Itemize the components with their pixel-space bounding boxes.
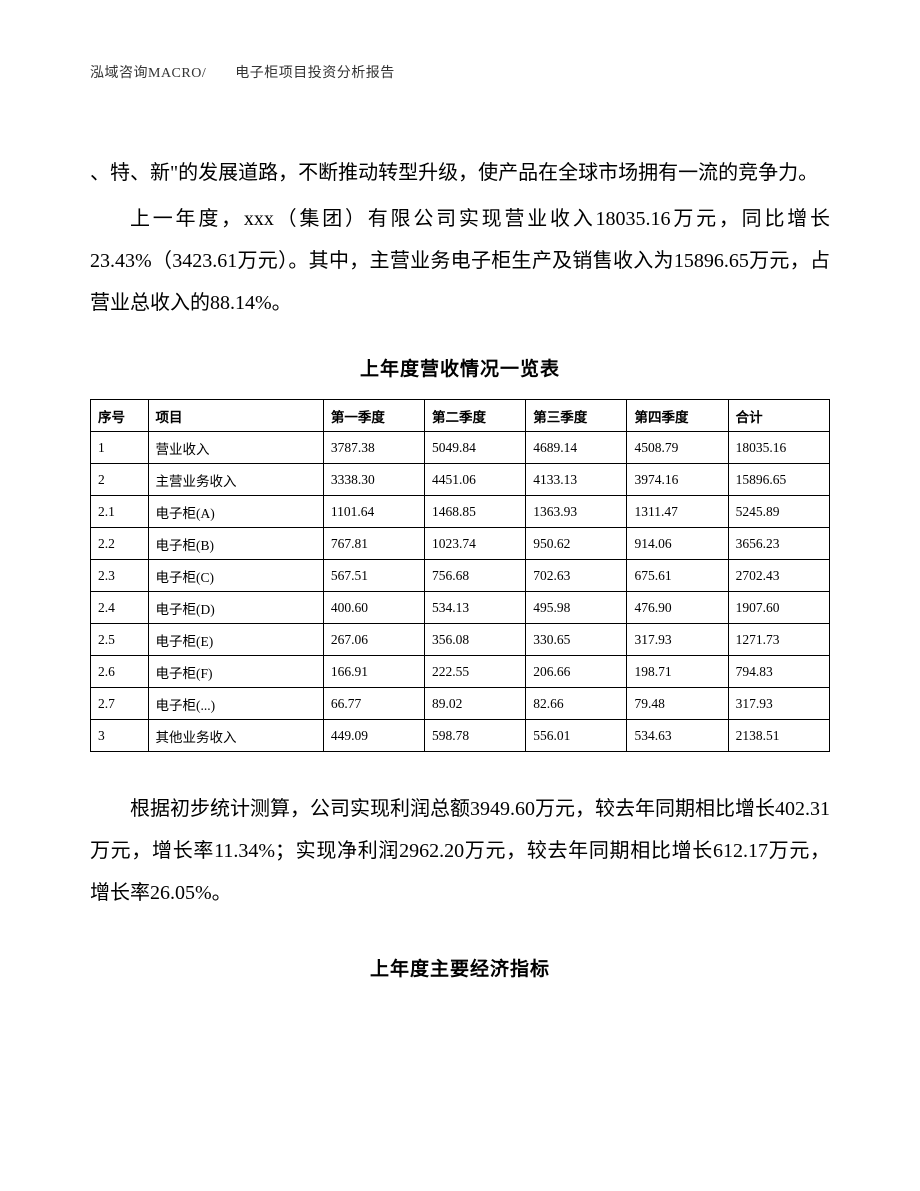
cell: 1468.85 [425, 496, 526, 528]
table-row: 2.2 电子柜(B) 767.81 1023.74 950.62 914.06 … [91, 528, 830, 560]
cell: 317.93 [728, 688, 829, 720]
cell: 567.51 [323, 560, 424, 592]
cell: 4508.79 [627, 432, 728, 464]
paragraph-1: 、特、新"的发展道路，不断推动转型升级，使产品在全球市场拥有一流的竞争力。 [90, 152, 830, 194]
cell: 1311.47 [627, 496, 728, 528]
cell: 15896.65 [728, 464, 829, 496]
cell: 767.81 [323, 528, 424, 560]
body-text-block: 、特、新"的发展道路，不断推动转型升级，使产品在全球市场拥有一流的竞争力。 上一… [90, 152, 830, 324]
col-header-seq: 序号 [91, 400, 149, 432]
page-header: 泓域咨询MACRO/ 电子柜项目投资分析报告 [90, 62, 830, 82]
table-row: 3 其他业务收入 449.09 598.78 556.01 534.63 213… [91, 720, 830, 752]
cell: 756.68 [425, 560, 526, 592]
cell: 2702.43 [728, 560, 829, 592]
cell: 电子柜(B) [148, 528, 323, 560]
cell: 1363.93 [526, 496, 627, 528]
cell: 其他业务收入 [148, 720, 323, 752]
cell: 556.01 [526, 720, 627, 752]
cell: 3787.38 [323, 432, 424, 464]
cell: 198.71 [627, 656, 728, 688]
cell: 1271.73 [728, 624, 829, 656]
cell: 2.7 [91, 688, 149, 720]
cell: 1 [91, 432, 149, 464]
cell: 3338.30 [323, 464, 424, 496]
table-1-title: 上年度营收情况一览表 [90, 354, 830, 381]
cell: 914.06 [627, 528, 728, 560]
paragraph-2: 上一年度，xxx（集团）有限公司实现营业收入18035.16万元，同比增长23.… [90, 198, 830, 324]
cell: 82.66 [526, 688, 627, 720]
col-header-q3: 第三季度 [526, 400, 627, 432]
table-header-row: 序号 项目 第一季度 第二季度 第三季度 第四季度 合计 [91, 400, 830, 432]
paragraph-3: 根据初步统计测算，公司实现利润总额3949.60万元，较去年同期相比增长402.… [90, 788, 830, 914]
cell: 2 [91, 464, 149, 496]
cell: 356.08 [425, 624, 526, 656]
cell: 1907.60 [728, 592, 829, 624]
cell: 2.4 [91, 592, 149, 624]
cell: 5049.84 [425, 432, 526, 464]
table-row: 2.6 电子柜(F) 166.91 222.55 206.66 198.71 7… [91, 656, 830, 688]
cell: 主营业务收入 [148, 464, 323, 496]
cell: 330.65 [526, 624, 627, 656]
cell: 476.90 [627, 592, 728, 624]
cell: 534.63 [627, 720, 728, 752]
table-row: 2.7 电子柜(...) 66.77 89.02 82.66 79.48 317… [91, 688, 830, 720]
cell: 89.02 [425, 688, 526, 720]
cell: 495.98 [526, 592, 627, 624]
cell: 营业收入 [148, 432, 323, 464]
table-row: 2.1 电子柜(A) 1101.64 1468.85 1363.93 1311.… [91, 496, 830, 528]
cell: 2.2 [91, 528, 149, 560]
cell: 598.78 [425, 720, 526, 752]
cell: 400.60 [323, 592, 424, 624]
table-row: 2.3 电子柜(C) 567.51 756.68 702.63 675.61 2… [91, 560, 830, 592]
cell: 电子柜(A) [148, 496, 323, 528]
cell: 电子柜(C) [148, 560, 323, 592]
cell: 4451.06 [425, 464, 526, 496]
table-row: 2.5 电子柜(E) 267.06 356.08 330.65 317.93 1… [91, 624, 830, 656]
cell: 794.83 [728, 656, 829, 688]
cell: 电子柜(D) [148, 592, 323, 624]
body-text-block-2: 根据初步统计测算，公司实现利润总额3949.60万元，较去年同期相比增长402.… [90, 788, 830, 914]
col-header-q1: 第一季度 [323, 400, 424, 432]
col-header-q4: 第四季度 [627, 400, 728, 432]
cell: 675.61 [627, 560, 728, 592]
table-2-title: 上年度主要经济指标 [90, 954, 830, 981]
col-header-total: 合计 [728, 400, 829, 432]
cell: 206.66 [526, 656, 627, 688]
table-row: 2.4 电子柜(D) 400.60 534.13 495.98 476.90 1… [91, 592, 830, 624]
revenue-table: 序号 项目 第一季度 第二季度 第三季度 第四季度 合计 1 营业收入 3787… [90, 399, 830, 752]
cell: 2.5 [91, 624, 149, 656]
cell: 66.77 [323, 688, 424, 720]
cell: 702.63 [526, 560, 627, 592]
cell: 3 [91, 720, 149, 752]
cell: 1023.74 [425, 528, 526, 560]
cell: 2.3 [91, 560, 149, 592]
cell: 电子柜(...) [148, 688, 323, 720]
cell: 18035.16 [728, 432, 829, 464]
cell: 1101.64 [323, 496, 424, 528]
cell: 4689.14 [526, 432, 627, 464]
table-row: 1 营业收入 3787.38 5049.84 4689.14 4508.79 1… [91, 432, 830, 464]
cell: 3974.16 [627, 464, 728, 496]
cell: 317.93 [627, 624, 728, 656]
cell: 2.6 [91, 656, 149, 688]
cell: 950.62 [526, 528, 627, 560]
cell: 166.91 [323, 656, 424, 688]
cell: 79.48 [627, 688, 728, 720]
cell: 534.13 [425, 592, 526, 624]
cell: 4133.13 [526, 464, 627, 496]
cell: 222.55 [425, 656, 526, 688]
cell: 电子柜(E) [148, 624, 323, 656]
cell: 267.06 [323, 624, 424, 656]
col-header-q2: 第二季度 [425, 400, 526, 432]
cell: 5245.89 [728, 496, 829, 528]
cell: 电子柜(F) [148, 656, 323, 688]
cell: 449.09 [323, 720, 424, 752]
cell: 2.1 [91, 496, 149, 528]
col-header-item: 项目 [148, 400, 323, 432]
table-row: 2 主营业务收入 3338.30 4451.06 4133.13 3974.16… [91, 464, 830, 496]
cell: 3656.23 [728, 528, 829, 560]
cell: 2138.51 [728, 720, 829, 752]
